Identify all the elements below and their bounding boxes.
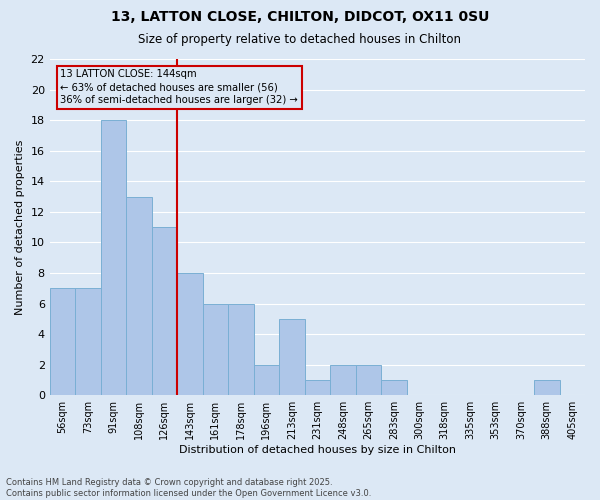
Bar	[305, 380, 330, 395]
Bar	[330, 364, 356, 395]
Bar	[203, 304, 228, 395]
X-axis label: Distribution of detached houses by size in Chilton: Distribution of detached houses by size …	[179, 445, 456, 455]
Bar	[101, 120, 126, 395]
Bar	[254, 364, 279, 395]
Bar	[228, 304, 254, 395]
Text: Contains HM Land Registry data © Crown copyright and database right 2025.
Contai: Contains HM Land Registry data © Crown c…	[6, 478, 371, 498]
Bar	[50, 288, 75, 395]
Text: 13 LATTON CLOSE: 144sqm
← 63% of detached houses are smaller (56)
36% of semi-de: 13 LATTON CLOSE: 144sqm ← 63% of detache…	[61, 69, 298, 106]
Bar	[126, 196, 152, 395]
Bar	[75, 288, 101, 395]
Text: 13, LATTON CLOSE, CHILTON, DIDCOT, OX11 0SU: 13, LATTON CLOSE, CHILTON, DIDCOT, OX11 …	[111, 10, 489, 24]
Bar	[381, 380, 407, 395]
Bar	[177, 273, 203, 395]
Bar	[279, 319, 305, 395]
Text: Size of property relative to detached houses in Chilton: Size of property relative to detached ho…	[139, 32, 461, 46]
Bar	[356, 364, 381, 395]
Bar	[534, 380, 560, 395]
Bar	[152, 227, 177, 395]
Y-axis label: Number of detached properties: Number of detached properties	[15, 140, 25, 315]
